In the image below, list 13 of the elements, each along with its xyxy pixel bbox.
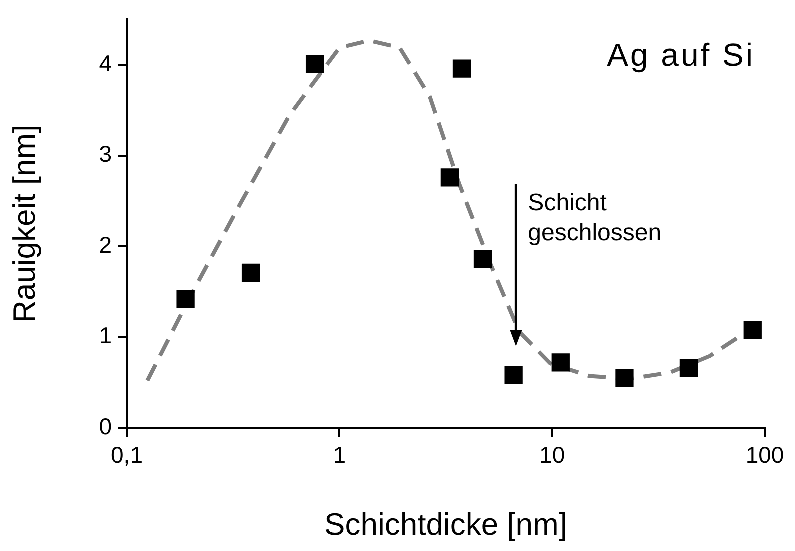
x-tick-label: 100 xyxy=(746,442,784,468)
y-tick-label: 1 xyxy=(99,322,112,349)
y-axis-title: Rauigkeit [nm] xyxy=(7,124,42,323)
annotation: Schicht geschlossen xyxy=(528,189,662,246)
y-tick-label: 4 xyxy=(99,50,112,76)
y-tick-label: 0 xyxy=(99,413,112,440)
x-tick-label: 1 xyxy=(333,442,346,468)
x-tick-label: 0,1 xyxy=(111,442,143,468)
y-tick-label: 3 xyxy=(99,141,112,168)
annotation: Ag auf Si xyxy=(607,36,755,73)
y-tick-label: 2 xyxy=(99,232,112,258)
x-tick-label: 10 xyxy=(540,442,566,468)
x-axis-title: Schichtdicke [nm] xyxy=(324,506,568,542)
